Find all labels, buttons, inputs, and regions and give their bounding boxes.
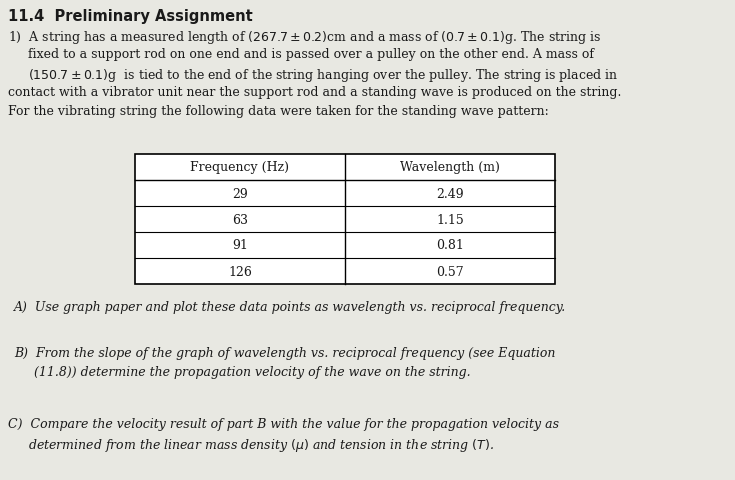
Text: C)  Compare the velocity result of part B with the value for the propagation vel: C) Compare the velocity result of part B…	[8, 417, 559, 430]
Text: fixed to a support rod on one end and is passed over a pulley on the other end. : fixed to a support rod on one end and is…	[28, 48, 594, 61]
Bar	[135, 155, 555, 285]
Text: 29: 29	[232, 187, 248, 200]
Text: 126: 126	[228, 265, 252, 278]
Text: Frequency (Hz): Frequency (Hz)	[190, 161, 290, 174]
Text: 1.15: 1.15	[436, 213, 464, 226]
Text: determined from the linear mass density $(\mu)$ and tension in the string $(T)$.: determined from the linear mass density …	[28, 436, 494, 453]
Text: 11.4  Preliminary Assignment: 11.4 Preliminary Assignment	[8, 9, 253, 24]
Text: 63: 63	[232, 213, 248, 226]
Text: For the vibrating string the following data were taken for the standing wave pat: For the vibrating string the following d…	[8, 105, 549, 118]
Text: A)  Use graph paper and plot these data points as wavelength vs. reciprocal freq: A) Use graph paper and plot these data p…	[14, 300, 566, 313]
Text: B)  From the slope of the graph of wavelength vs. reciprocal frequency (see Equa: B) From the slope of the graph of wavele…	[14, 346, 556, 359]
Text: 0.57: 0.57	[436, 265, 464, 278]
Text: 0.81: 0.81	[436, 239, 464, 252]
Text: 1)  A string has a measured length of $(267.7\pm0.2)$cm and a mass of $(0.7\pm0.: 1) A string has a measured length of $(2…	[8, 29, 601, 46]
Text: contact with a vibrator unit near the support rod and a standing wave is produce: contact with a vibrator unit near the su…	[8, 86, 621, 99]
Text: 91: 91	[232, 239, 248, 252]
Text: Wavelength (m): Wavelength (m)	[400, 161, 500, 174]
Text: 2.49: 2.49	[436, 187, 464, 200]
Text: $(150.7\pm0.1)$g  is tied to the end of the string hanging over the pulley. The : $(150.7\pm0.1)$g is tied to the end of t…	[28, 67, 618, 84]
Text: (11.8)) determine the propagation velocity of the wave on the string.: (11.8)) determine the propagation veloci…	[34, 365, 470, 378]
